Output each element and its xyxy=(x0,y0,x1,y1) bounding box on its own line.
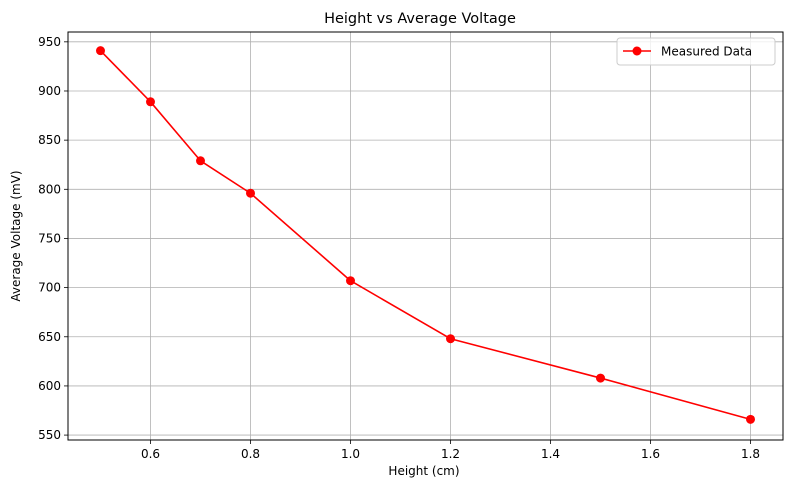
y-tick-label: 900 xyxy=(38,84,61,98)
chart-title: Height vs Average Voltage xyxy=(324,11,516,27)
y-tick-label: 750 xyxy=(38,231,61,245)
data-point xyxy=(346,276,355,286)
plot-frame xyxy=(67,31,784,441)
grid xyxy=(68,32,783,440)
x-tick-label: 1.0 xyxy=(341,447,360,461)
x-tick-label: 0.8 xyxy=(241,447,260,461)
legend: Measured Data xyxy=(616,37,776,66)
y-axis-label: Average Voltage (mV) xyxy=(9,170,23,301)
data-point xyxy=(596,373,605,383)
y-tick-label: 850 xyxy=(38,133,61,147)
data-point xyxy=(196,156,205,166)
data-point xyxy=(246,188,255,198)
y-tick-label: 650 xyxy=(38,330,61,344)
y-tick-label: 700 xyxy=(38,281,61,295)
x-tick-label: 1.4 xyxy=(541,447,560,461)
x-tick-label: 1.6 xyxy=(641,447,660,461)
data-point xyxy=(446,334,455,344)
y-tick-label: 800 xyxy=(38,182,61,196)
x-tick-label: 1.2 xyxy=(441,447,460,461)
y-tick-label: 950 xyxy=(38,35,61,49)
x-tick-label: 0.6 xyxy=(141,447,160,461)
data-point xyxy=(746,414,755,424)
y-tick-label: 600 xyxy=(38,379,61,393)
series-line xyxy=(99,50,751,421)
legend-box xyxy=(616,37,776,66)
x-axis-label: Height (cm) xyxy=(388,464,459,478)
x-tick-label: 1.8 xyxy=(741,447,760,461)
ticks: 0.6 0.8 1.0 1.2 1.4 1.6 1.8 550 600 650 700 750 800 8… xyxy=(38,35,760,461)
series-layer xyxy=(96,46,755,424)
data-point xyxy=(146,97,155,107)
legend-marker xyxy=(632,46,642,56)
y-tick-label: 550 xyxy=(38,428,61,442)
data-point xyxy=(96,46,105,56)
legend-label: Measured Data xyxy=(661,45,752,59)
